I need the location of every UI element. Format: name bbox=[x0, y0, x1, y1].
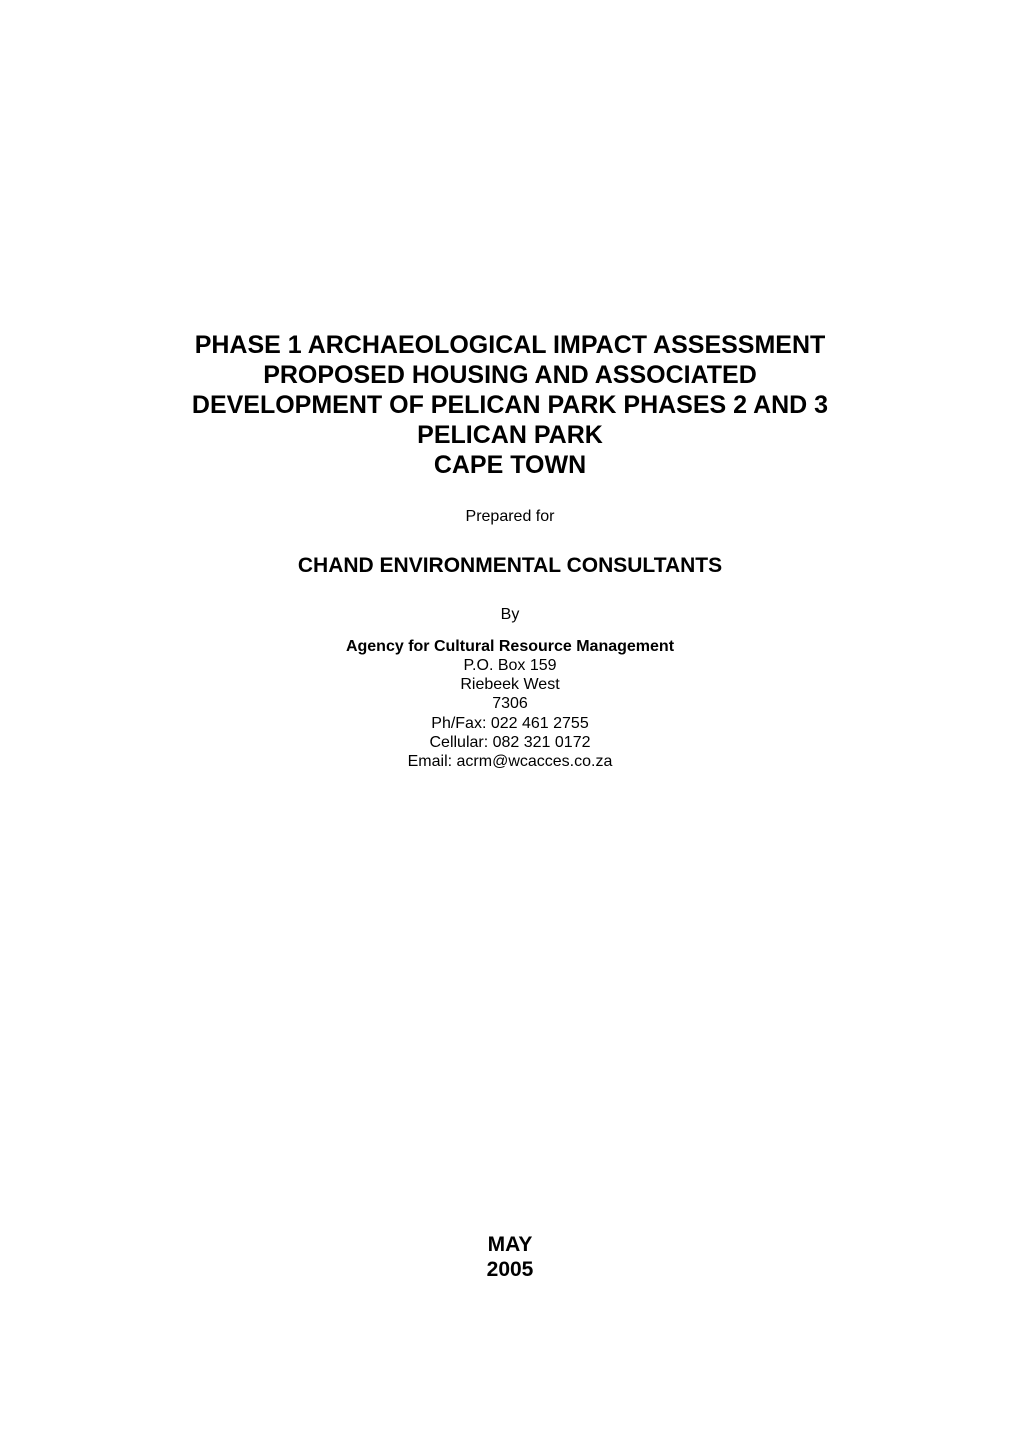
date-month: MAY bbox=[130, 1232, 890, 1257]
date-block: MAY 2005 bbox=[130, 1232, 890, 1282]
agency-address-2: Riebeek West bbox=[130, 675, 890, 694]
date-year: 2005 bbox=[130, 1257, 890, 1282]
agency-phone: Ph/Fax: 022 461 2755 bbox=[130, 714, 890, 733]
agency-cellular: Cellular: 082 321 0172 bbox=[130, 733, 890, 752]
title-line-3: DEVELOPMENT OF PELICAN PARK PHASES 2 AND… bbox=[130, 390, 890, 420]
agency-address-3: 7306 bbox=[130, 694, 890, 713]
agency-name: Agency for Cultural Resource Management bbox=[130, 638, 890, 656]
agency-block: Agency for Cultural Resource Management … bbox=[130, 638, 890, 771]
title-block: PHASE 1 ARCHAEOLOGICAL IMPACT ASSESSMENT… bbox=[130, 330, 890, 480]
document-page: PHASE 1 ARCHAEOLOGICAL IMPACT ASSESSMENT… bbox=[0, 0, 1020, 1442]
title-line-4: PELICAN PARK bbox=[130, 420, 890, 450]
agency-address-1: P.O. Box 159 bbox=[130, 656, 890, 675]
prepared-for-label: Prepared for bbox=[130, 508, 890, 526]
title-line-1: PHASE 1 ARCHAEOLOGICAL IMPACT ASSESSMENT bbox=[130, 330, 890, 360]
client-name: CHAND ENVIRONMENTAL CONSULTANTS bbox=[130, 554, 890, 578]
agency-email: Email: acrm@wcacces.co.za bbox=[130, 752, 890, 771]
title-line-2: PROPOSED HOUSING AND ASSOCIATED bbox=[130, 360, 890, 390]
title-line-5: CAPE TOWN bbox=[130, 450, 890, 480]
by-label: By bbox=[130, 606, 890, 624]
